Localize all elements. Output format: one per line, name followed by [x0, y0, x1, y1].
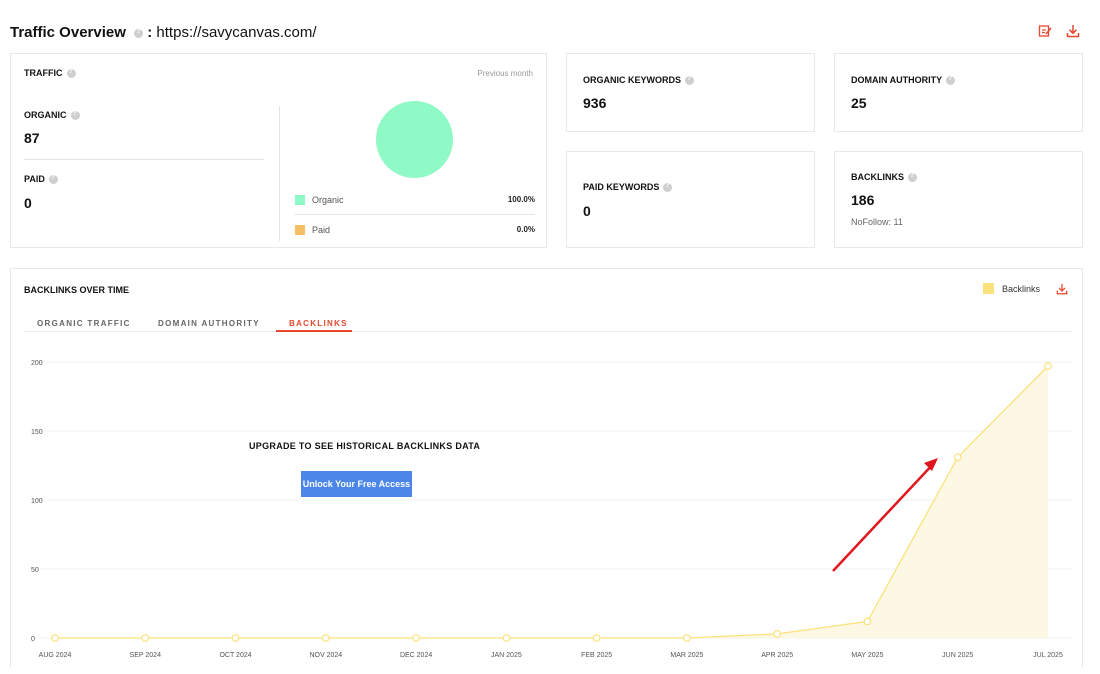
traffic-card: TRAFFIC Previous month ORGANIC 87 PAID 0… [10, 53, 547, 248]
help-icon[interactable] [134, 28, 144, 38]
divider [279, 106, 280, 241]
x-tick-label: NOV 2024 [309, 652, 342, 659]
legend-label: Organic [312, 195, 344, 205]
traffic-pie-chart [376, 101, 453, 178]
x-tick-label: JUL 2025 [1033, 652, 1063, 659]
x-tick-label: JAN 2025 [491, 652, 522, 659]
active-tab-indicator [276, 330, 352, 332]
tab-domain-authority[interactable]: DOMAIN AUTHORITY [158, 319, 260, 328]
paid-keywords-value: 0 [583, 203, 591, 219]
data-point[interactable] [141, 634, 150, 642]
download-icon[interactable] [1056, 282, 1068, 300]
tab-backlinks[interactable]: BACKLINKS [289, 319, 348, 328]
series-area [55, 366, 1048, 638]
organic-label: ORGANIC [24, 110, 80, 121]
paid-label: PAID [24, 174, 58, 185]
organic-value: 87 [24, 130, 40, 146]
period-label: Previous month [477, 69, 533, 78]
legend-label: Backlinks [1001, 283, 1040, 294]
divider [295, 214, 535, 215]
traffic-label: TRAFFIC [24, 68, 76, 79]
site-url: https://savycanvas.com/ [156, 24, 317, 41]
data-point[interactable] [1044, 362, 1052, 371]
x-tick-label: APR 2025 [761, 652, 793, 659]
organic-keywords-card: ORGANIC KEYWORDS 936 [566, 53, 815, 132]
organic-swatch [295, 195, 305, 205]
annotation-arrowhead [924, 458, 938, 471]
x-tick-label: OCT 2024 [219, 652, 251, 659]
domain-authority-label: DOMAIN AUTHORITY [851, 75, 956, 86]
paid-keywords-card: PAID KEYWORDS 0 [566, 151, 815, 248]
x-tick-label: AUG 2024 [39, 652, 72, 659]
help-icon[interactable] [908, 172, 917, 183]
x-tick-label: MAY 2025 [851, 652, 883, 659]
data-point[interactable] [683, 634, 691, 642]
help-icon[interactable] [66, 68, 76, 79]
unlock-access-button[interactable]: Unlock Your Free Access [301, 471, 412, 497]
legend-item-paid: Paid 0.0% [295, 224, 535, 238]
help-icon[interactable] [48, 174, 58, 185]
y-tick-label: 200 [31, 360, 43, 367]
nofollow-count: NoFollow: 11 [851, 217, 903, 227]
title-separator: : [147, 24, 153, 41]
data-point[interactable] [502, 634, 511, 642]
paid-swatch [295, 225, 305, 235]
legend-swatch [982, 283, 994, 294]
y-tick-label: 150 [31, 429, 43, 436]
y-tick-label: 0 [31, 636, 35, 643]
data-point[interactable] [953, 453, 962, 462]
chart-title: BACKLINKS OVER TIME [24, 285, 130, 295]
series-line [55, 365, 1049, 639]
backlinks-chart-card: BACKLINKS OVER TIME Backlinks ORGANIC TR… [10, 268, 1083, 668]
data-point[interactable] [592, 634, 601, 642]
help-icon[interactable] [946, 75, 956, 86]
help-icon[interactable] [663, 182, 673, 193]
help-icon[interactable] [70, 110, 80, 121]
y-tick-label: 50 [31, 567, 39, 574]
download-icon[interactable] [1066, 24, 1080, 38]
data-point[interactable] [51, 634, 59, 642]
x-tick-label: MAR 2025 [670, 652, 703, 659]
upgrade-message: UPGRADE TO SEE HISTORICAL BACKLINKS DATA [249, 441, 481, 451]
y-tick-label: 100 [31, 498, 43, 505]
domain-authority-card: DOMAIN AUTHORITY 25 [834, 53, 1083, 132]
data-point[interactable] [231, 634, 240, 642]
annotation-arrow [832, 461, 936, 572]
x-tick-label: SEP 2024 [130, 652, 162, 659]
help-icon[interactable] [685, 75, 695, 86]
backlinks-card: BACKLINKS 186 NoFollow: 11 [834, 151, 1083, 248]
paid-value: 0 [24, 195, 32, 211]
organic-keywords-value: 936 [583, 95, 607, 111]
x-tick-label: DEC 2024 [400, 652, 432, 659]
page-title-text: Traffic Overview [10, 24, 126, 41]
x-tick-label: JUN 2025 [942, 652, 973, 659]
divider [24, 159, 264, 160]
backlinks-label: BACKLINKS [851, 172, 917, 183]
x-tick-label: FEB 2025 [581, 652, 612, 659]
backlinks-value: 186 [851, 192, 875, 208]
edit-report-icon[interactable] [1038, 24, 1052, 38]
backlinks-line-chart: AUG 2024 SEP 2024 OCT 2024 NOV 2024 DEC 2024… [31, 360, 1073, 659]
legend-percent: 100.0% [507, 195, 535, 204]
paid-keywords-label: PAID KEYWORDS [583, 182, 673, 193]
chart-legend[interactable]: Backlinks [982, 283, 1040, 294]
domain-authority-value: 25 [851, 95, 867, 111]
legend-item-organic: Organic 100.0% [295, 194, 535, 208]
page-title: Traffic Overview : https://savycanvas.co… [10, 24, 317, 41]
tab-organic-traffic[interactable]: ORGANIC TRAFFIC [37, 319, 131, 328]
data-point[interactable] [321, 634, 330, 642]
legend-percent: 0.0% [516, 225, 535, 234]
chart-tabs: ORGANIC TRAFFIC DOMAIN AUTHORITY BACKLIN… [24, 317, 1072, 332]
data-point[interactable] [773, 629, 782, 638]
organic-keywords-label: ORGANIC KEYWORDS [583, 75, 695, 86]
data-point[interactable] [863, 617, 872, 626]
data-point[interactable] [412, 634, 420, 642]
legend-label: Paid [312, 225, 331, 235]
